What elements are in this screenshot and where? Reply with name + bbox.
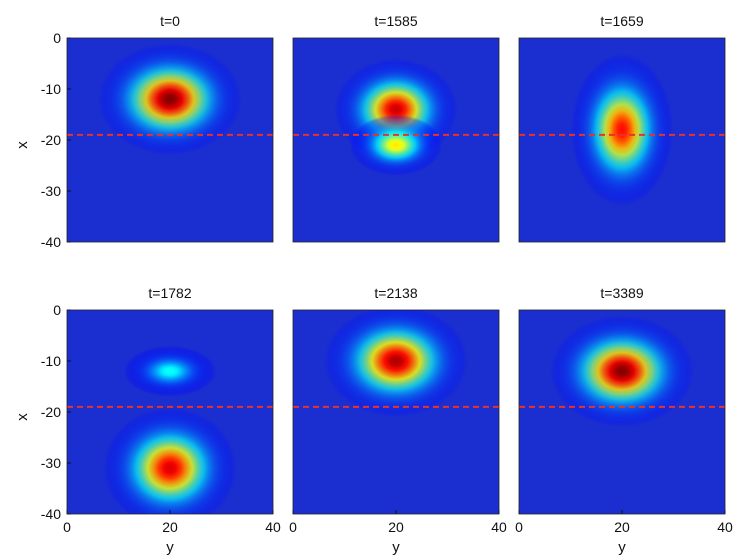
panel-5: t=2138 0 20 40 y	[289, 285, 507, 556]
density-blob	[97, 43, 243, 156]
y-tick-label: -30	[41, 455, 61, 471]
panel-6: t=3389 0 20 40 y	[515, 285, 733, 556]
x-tick-label: 0	[515, 519, 523, 535]
x-axis-label: y	[166, 539, 174, 556]
x-tick-label: 0	[63, 519, 71, 535]
plot-frame	[518, 309, 726, 515]
density-blob	[549, 315, 695, 428]
density-blob	[349, 114, 443, 176]
plot-frame	[66, 37, 274, 243]
y-axis-label: x	[14, 413, 31, 421]
x-tick-label: 40	[491, 519, 507, 535]
density-blob	[103, 406, 237, 514]
density-blob	[123, 345, 217, 397]
x-axis-label: y	[618, 539, 626, 556]
y-tick-label: 0	[53, 30, 61, 46]
y-tick-label: -20	[41, 404, 61, 420]
panel-title: t=3389	[600, 285, 643, 301]
panel-title: t=1782	[148, 285, 191, 301]
y-tick-label: -20	[41, 132, 61, 148]
plot-frame	[518, 37, 726, 243]
x-axis-label: y	[392, 539, 400, 556]
panel-title: t=1585	[374, 13, 417, 29]
x-tick-label: 20	[614, 519, 630, 535]
panel-title: t=1659	[600, 13, 643, 29]
y-tick-label: -10	[41, 353, 61, 369]
density-blob	[570, 53, 674, 207]
y-tick-label: 0	[53, 302, 61, 318]
panel-title: t=2138	[374, 285, 417, 301]
panel-3: t=1659	[518, 13, 726, 243]
x-tick-label: 40	[717, 519, 733, 535]
y-tick-label: -30	[41, 183, 61, 199]
plot-frame	[292, 37, 500, 243]
plot-frame	[292, 309, 500, 515]
x-tick-label: 20	[162, 519, 178, 535]
panel-4: t=1782 0 -10 -20 -30 -40 x 0 20 40 y	[14, 285, 281, 556]
panel-title: t=0	[160, 13, 180, 29]
x-tick-label: 20	[388, 519, 404, 535]
y-axis-label: x	[14, 141, 31, 149]
density-blob	[323, 310, 469, 418]
x-tick-label: 40	[265, 519, 281, 535]
y-tick-label: -40	[41, 506, 61, 522]
y-tick-label: -40	[41, 234, 61, 250]
y-tick-label: -10	[41, 81, 61, 97]
x-tick-label: 0	[289, 519, 297, 535]
panel-2: t=1585	[292, 13, 500, 243]
plot-frame	[66, 309, 274, 515]
panel-1: t=0 0 -10 -20 -30 -40 x	[14, 13, 274, 250]
